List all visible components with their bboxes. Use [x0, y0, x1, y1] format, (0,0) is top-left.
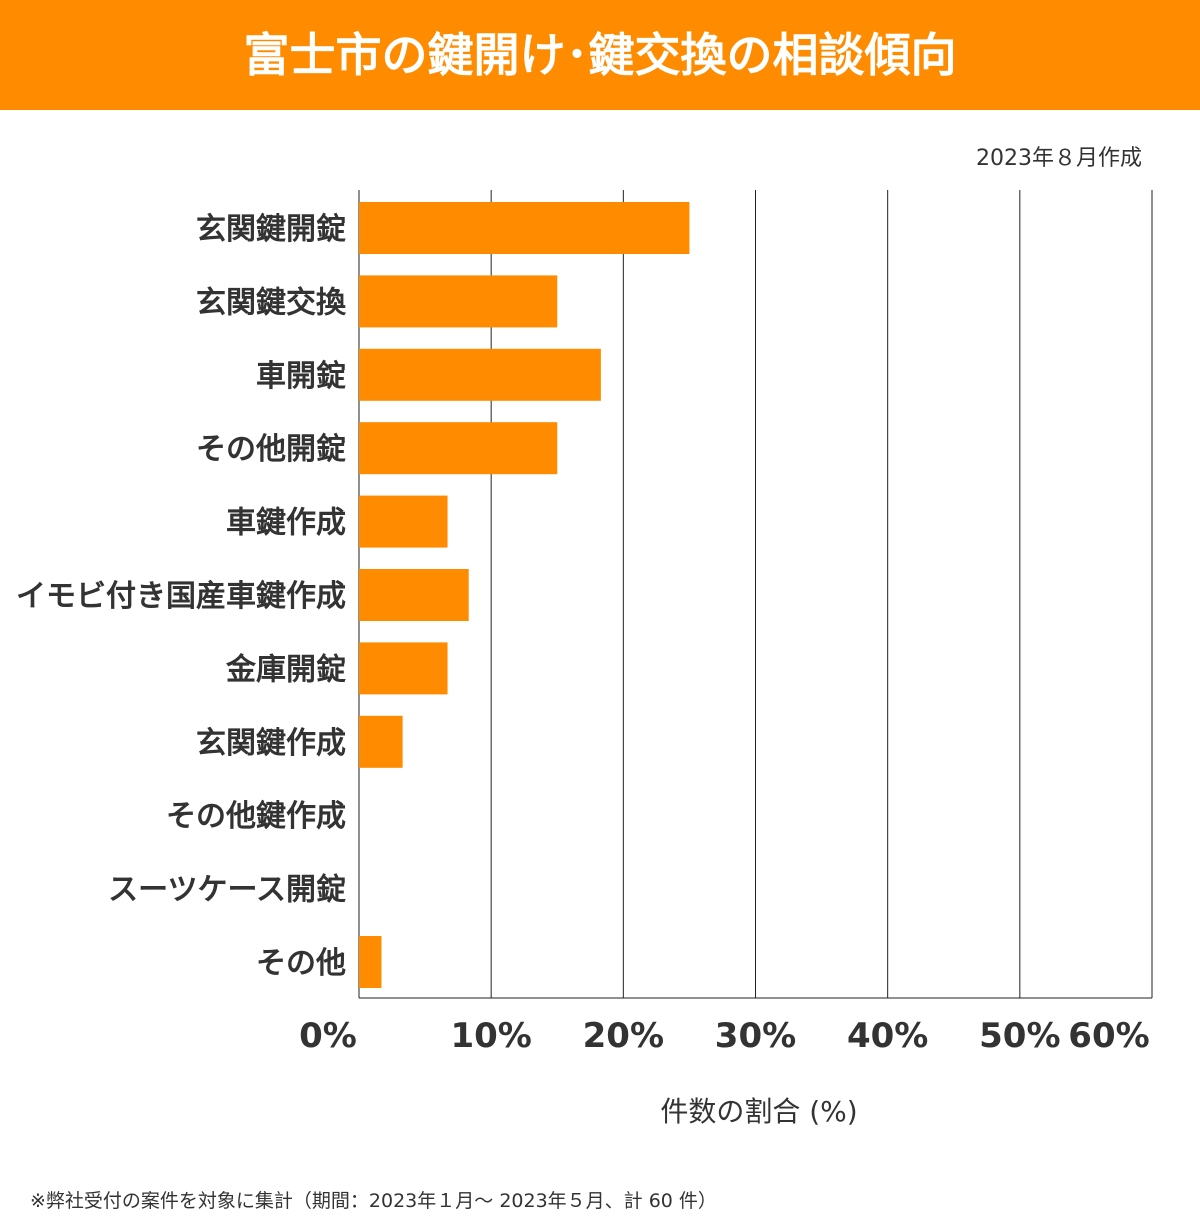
- bar: [359, 275, 558, 328]
- category-label: 玄関鍵開錠: [196, 212, 346, 247]
- category-label: その他: [256, 946, 346, 981]
- category-label: 車開錠: [256, 359, 346, 394]
- category-label: 車鍵作成: [226, 506, 346, 541]
- footnote: ※弊社受付の案件を対象に集計（期間：2023年１月～ 2023年５月、計 60 …: [30, 1190, 717, 1212]
- bar: [359, 936, 382, 988]
- category-label: その他開錠: [196, 432, 346, 467]
- x-tick-label: 30%: [715, 1016, 796, 1056]
- x-tick-label: 20%: [583, 1016, 664, 1056]
- bar: [359, 348, 601, 401]
- bar: [359, 495, 448, 548]
- chart-title: 富士市の鍵開け･鍵交換の相談傾向: [0, 0, 1200, 110]
- category-label: 玄関鍵作成: [196, 726, 346, 761]
- bar: [359, 569, 469, 621]
- x-tick-label: 0%: [299, 1016, 357, 1056]
- x-tick-label: 50%: [979, 1016, 1060, 1056]
- bar: [359, 715, 403, 768]
- date-label: 2023年８月作成: [976, 146, 1142, 171]
- bar: [359, 642, 448, 695]
- category-label: 玄関鍵交換: [196, 285, 347, 320]
- x-axis-title: 件数の割合 (%): [660, 1095, 858, 1128]
- x-tick-label: 10%: [450, 1016, 531, 1056]
- x-tick-label: 40%: [847, 1016, 928, 1056]
- category-label: イモビ付き国産車鍵作成: [16, 579, 346, 614]
- category-label: スーツケース開錠: [108, 873, 346, 908]
- category-label: その他鍵作成: [166, 799, 346, 834]
- x-tick-label: 60%: [1068, 1016, 1149, 1056]
- bar: [359, 202, 690, 254]
- category-label: 金庫開錠: [225, 652, 346, 687]
- bar: [359, 422, 558, 475]
